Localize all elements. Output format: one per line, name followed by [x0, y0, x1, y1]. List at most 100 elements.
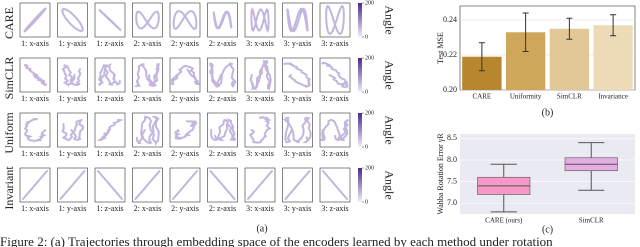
- panel-label: 2: x-axis: [134, 39, 162, 48]
- panel-label: 2: y-axis: [171, 39, 199, 48]
- trajectory: [135, 10, 160, 30]
- row-label: Invariant: [2, 166, 16, 210]
- colorbar-tick-label: 200: [365, 165, 374, 171]
- y-axis-label: Test MSE: [436, 32, 445, 64]
- trajectory: [210, 117, 237, 142]
- trajectory: [325, 4, 345, 36]
- x-tick-label: SimCLR: [579, 217, 604, 225]
- panel: [207, 57, 238, 93]
- panel-label: 3: y-axis: [284, 149, 312, 158]
- panel: [244, 112, 276, 148]
- colorbar: [358, 113, 362, 147]
- trajectory: [23, 7, 47, 33]
- trajectory: [320, 61, 349, 89]
- panel-label: 3: z-axis: [321, 204, 348, 213]
- trajectory: [172, 170, 198, 200]
- y-tick-label: 7.0: [447, 198, 457, 207]
- panel: [207, 112, 238, 148]
- panel: [19, 57, 51, 93]
- trajectory: [286, 7, 309, 33]
- colorbar-label: Angle: [382, 60, 396, 89]
- panel-label: 3: z-axis: [321, 149, 348, 158]
- panel-label: 1: y-axis: [59, 204, 87, 213]
- trajectory: [170, 64, 200, 86]
- panel: [57, 2, 88, 38]
- panel: [282, 112, 313, 148]
- panel: [132, 167, 163, 203]
- y-tick-label: 7.5: [447, 176, 457, 185]
- trajectory: [59, 170, 86, 200]
- trajectory: [97, 170, 123, 200]
- x-tick-label: Uniformity: [510, 93, 542, 101]
- y-tick-label: 0.22: [443, 50, 457, 59]
- colorbar-label: Angle: [382, 115, 396, 144]
- panel: [169, 112, 201, 148]
- panel: [94, 167, 126, 203]
- panel: [169, 2, 201, 38]
- panel: [244, 2, 276, 38]
- x-tick-label: CARE (ours): [485, 217, 523, 225]
- colorbar: [358, 58, 362, 92]
- trajectory: [283, 62, 312, 88]
- panel: [282, 57, 313, 93]
- x-tick-label: SimCLR: [557, 93, 582, 101]
- trajectory: [248, 116, 272, 144]
- panel: [57, 57, 88, 93]
- panel: [244, 167, 276, 203]
- colorbar-tick-label: 200: [365, 0, 374, 6]
- trajectory: [97, 63, 121, 87]
- panel: [207, 2, 238, 38]
- trajectory: [134, 170, 161, 200]
- trajectory: [135, 115, 160, 147]
- panel-label: 1: x-axis: [21, 149, 49, 158]
- panel: [319, 112, 351, 148]
- panel-label: 2: y-axis: [171, 204, 199, 213]
- panel: [282, 167, 313, 203]
- panel-label: 2: y-axis: [171, 149, 199, 158]
- trajectory: [284, 170, 311, 200]
- panel: [169, 167, 201, 203]
- x-tick-label: CARE: [473, 93, 492, 101]
- colorbar-tick-label: 200: [365, 110, 374, 116]
- colorbar-tick-label: 0: [365, 34, 368, 40]
- sublabel: (c): [542, 224, 553, 235]
- y-tick-label: 8.5: [447, 133, 457, 142]
- trajectory: [322, 170, 348, 200]
- trajectory: [249, 59, 272, 91]
- panel: [57, 112, 88, 148]
- panel-label: 3: x-axis: [246, 204, 274, 213]
- sublabel: (b): [542, 107, 554, 118]
- trajectory: [283, 116, 312, 144]
- panel-label: 3: x-axis: [246, 39, 274, 48]
- trajectory: [172, 10, 198, 31]
- panel-label: 1: y-axis: [59, 39, 87, 48]
- colorbar-label: Angle: [382, 5, 396, 34]
- trajectory: [98, 8, 122, 32]
- panel-label: 3: y-axis: [284, 204, 312, 213]
- colorbar-tick-label: 0: [365, 144, 368, 150]
- x-tick-label: Invariance: [598, 93, 628, 101]
- panel: [19, 2, 51, 38]
- plot-area: [460, 134, 635, 214]
- panel-label: 2: z-axis: [209, 149, 236, 158]
- y-tick-label: 0.24: [443, 15, 457, 24]
- panel-label: 1: y-axis: [59, 149, 87, 158]
- trajectory: [61, 64, 82, 87]
- panel-label: 3: x-axis: [246, 94, 274, 103]
- panel: [132, 2, 163, 38]
- trajectory: [250, 7, 270, 33]
- row-label: SimCLR: [2, 57, 16, 100]
- panel-label: 3: z-axis: [321, 39, 348, 48]
- trajectory: [212, 10, 233, 30]
- colorbar-label: Angle: [382, 170, 396, 199]
- panel: [244, 57, 276, 93]
- panel-label: 3: z-axis: [321, 94, 348, 103]
- panel: [94, 112, 126, 148]
- caption: Figure 2: (a) Trajectories through embed…: [0, 234, 553, 247]
- panel-label: 3: x-axis: [246, 149, 274, 158]
- panel: [57, 167, 88, 203]
- y-tick-label: 8.0: [447, 155, 457, 164]
- colorbar-tick-label: 0: [365, 89, 368, 95]
- trajectory: [96, 118, 124, 142]
